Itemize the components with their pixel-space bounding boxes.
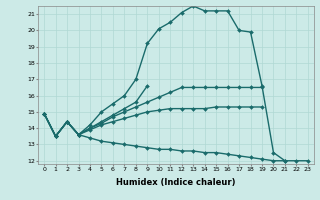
X-axis label: Humidex (Indice chaleur): Humidex (Indice chaleur) [116, 178, 236, 187]
